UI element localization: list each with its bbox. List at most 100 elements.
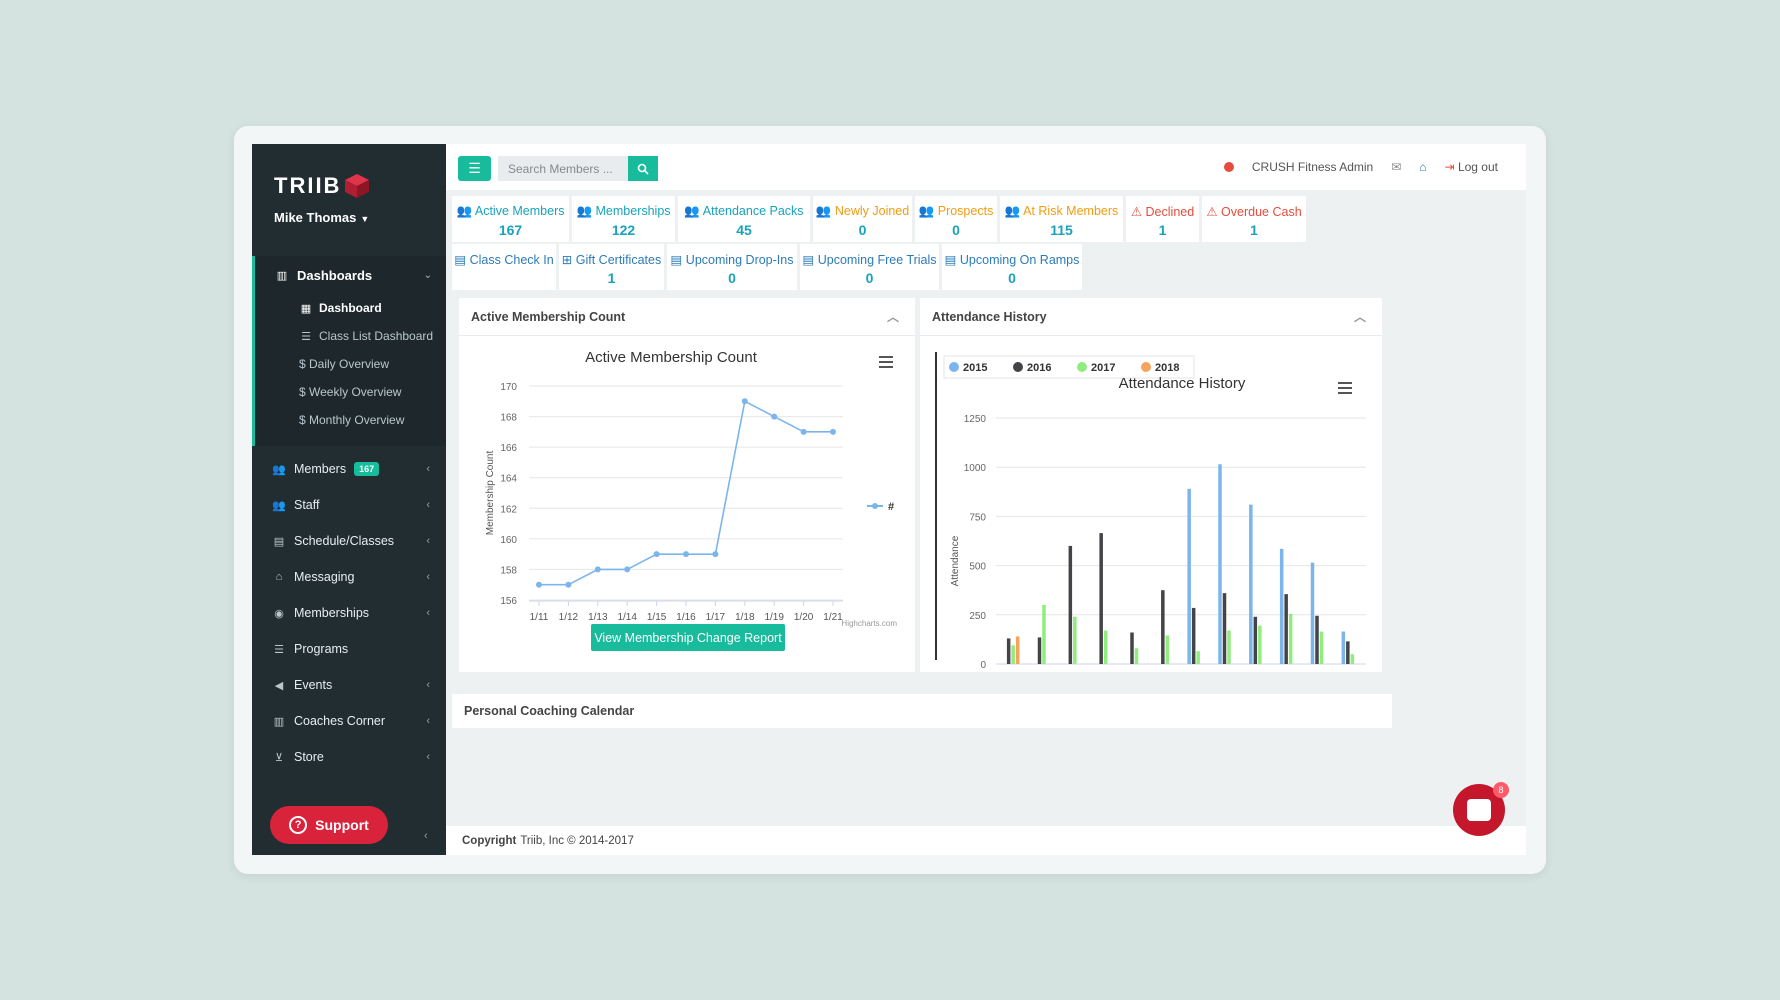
- stat-label-text: Gift Certificates: [575, 253, 662, 267]
- chat-launcher-button[interactable]: 8: [1453, 782, 1509, 836]
- users-icon: 👥: [918, 204, 935, 218]
- stat-upcoming-drop-ins[interactable]: ▤ Upcoming Drop-Ins 0: [667, 244, 797, 290]
- sub-item-weekly-overview[interactable]: $ Weekly Overview: [255, 378, 446, 406]
- users-icon: 👥: [272, 463, 286, 476]
- menu-line: [1338, 387, 1352, 389]
- nav-staff[interactable]: 👥 Staff ‹: [252, 485, 446, 525]
- sub-item-label: $ Daily Overview: [299, 357, 390, 371]
- nav-messaging[interactable]: ⌂ Messaging ‹: [252, 557, 446, 597]
- bar: [1222, 593, 1227, 664]
- sub-item-monthly-overview[interactable]: $ Monthly Overview: [255, 406, 446, 434]
- panel-title: Personal Coaching Calendar: [464, 704, 635, 718]
- x-tick-label: 1/21: [823, 612, 843, 623]
- nav-store[interactable]: ⊻ Store ‹: [252, 737, 446, 777]
- sub-item-label: $ Weekly Overview: [299, 385, 402, 399]
- stat-memberships[interactable]: 👥 Memberships 122: [572, 196, 675, 242]
- menu-toggle-button[interactable]: ☰: [458, 156, 491, 181]
- bar: [1253, 616, 1258, 664]
- panel-title: Attendance History: [932, 309, 1047, 324]
- data-point: [536, 581, 542, 588]
- home-icon[interactable]: ⌂: [1419, 160, 1427, 174]
- nav-memberships[interactable]: ◉ Memberships ‹: [252, 593, 446, 633]
- stat-active-members[interactable]: 👥 Active Members 167: [452, 196, 569, 242]
- stat-attendance-packs[interactable]: 👥 Attendance Packs 45: [678, 196, 810, 242]
- membership-line-chart: Active Membership Count 156 158 160 162 164 16…: [485, 349, 897, 628]
- stat-overdue-cash[interactable]: ⚠ Overdue Cash 1: [1202, 196, 1306, 242]
- bullhorn-icon: ◀: [274, 679, 284, 692]
- calendar-icon: ▤: [944, 253, 957, 267]
- logout-link[interactable]: ⇥ Log out: [1445, 160, 1498, 174]
- sub-item-class-list-dashboard[interactable]: ☰ Class List Dashboard: [255, 322, 446, 350]
- stat-declined[interactable]: ⚠ Declined 1: [1126, 196, 1199, 242]
- view-membership-change-report-button[interactable]: View Membership Change Report: [591, 624, 785, 651]
- stat-class-check-in[interactable]: ▤ Class Check In: [452, 244, 556, 290]
- brand-logo[interactable]: TRIIB: [274, 172, 371, 200]
- calendar-icon: ▤: [802, 253, 815, 267]
- y-axis-label: Attendance: [950, 535, 961, 586]
- nav-schedule-classes[interactable]: ▤ Schedule/Classes ‹: [252, 521, 446, 561]
- y-tick-label: 250: [969, 611, 986, 622]
- hamburger-icon: ☰: [468, 160, 481, 176]
- stat-at-risk-members[interactable]: 👥 At Risk Members 115: [1000, 196, 1123, 242]
- chat-unread-badge: 8: [1493, 782, 1509, 798]
- x-tick-label: 1/19: [764, 612, 784, 623]
- legend-label: 2016: [1027, 362, 1051, 374]
- calendar-icon: ▤: [273, 535, 285, 548]
- support-button[interactable]: ? Support: [270, 806, 388, 844]
- stat-prospects[interactable]: 👥 Prospects 0: [915, 196, 997, 242]
- x-tick-label: 1/18: [735, 612, 755, 623]
- stat-label-text: Class Check In: [469, 253, 554, 267]
- x-tick-label: 1/11: [530, 612, 549, 623]
- members-count-badge: 167: [354, 462, 380, 476]
- chart-menu-icon[interactable]: [1338, 382, 1352, 394]
- data-point: [712, 551, 719, 558]
- support-label: Support: [315, 817, 369, 833]
- stat-label-text: Newly Joined: [834, 204, 910, 218]
- x-tick-label: 1/15: [647, 612, 667, 623]
- user-menu[interactable]: Mike Thomas ▼: [274, 210, 369, 225]
- series-line: [539, 400, 833, 586]
- y-axis-label: Membership Count: [485, 451, 496, 536]
- stat-label-text: Upcoming On Ramps: [959, 253, 1080, 267]
- inbox-icon: ⌂: [275, 571, 283, 583]
- stat-upcoming-free-trials[interactable]: ▤ Upcoming Free Trials 0: [800, 244, 939, 290]
- y-tick-label: 160: [500, 535, 517, 546]
- legend-box: [943, 355, 1195, 379]
- stat-gift-certificates[interactable]: ⊞ Gift Certificates 1: [559, 244, 664, 290]
- users-icon: 👥: [1004, 204, 1021, 218]
- nav-label: Staff: [294, 498, 320, 512]
- users-icon: 👥: [272, 499, 286, 512]
- bar-chart-icon: ▥: [273, 715, 285, 728]
- nav-group-dashboards: ▥ Dashboards ⌄ ▦ Dashboard ☰ Class List …: [252, 256, 446, 446]
- nav-coaches-corner[interactable]: ▥ Coaches Corner ‹: [252, 701, 446, 741]
- chevron-up-icon[interactable]: ︿: [886, 310, 899, 324]
- nav-events[interactable]: ◀ Events ‹: [252, 665, 446, 705]
- nav-dashboards[interactable]: ▥ Dashboards ⌄: [255, 256, 446, 294]
- envelope-icon[interactable]: ✉: [1391, 160, 1402, 174]
- stat-newly-joined[interactable]: 👥 Newly Joined 0: [813, 196, 912, 242]
- nav-label: Messaging: [294, 570, 355, 584]
- nav-members[interactable]: 👥 Members 167 ‹: [252, 449, 446, 489]
- notification-icon[interactable]: [1223, 162, 1234, 172]
- sub-item-daily-overview[interactable]: $ Daily Overview: [255, 350, 446, 378]
- data-point: [624, 566, 631, 573]
- bar: [1196, 651, 1200, 664]
- y-tick-label: 1250: [964, 414, 987, 425]
- sub-item-dashboard[interactable]: ▦ Dashboard: [255, 294, 446, 322]
- chart-menu-icon[interactable]: [879, 356, 893, 368]
- x-tick-label: 1/14: [617, 612, 637, 623]
- search-button[interactable]: [628, 156, 658, 181]
- stat-value: 122: [611, 222, 636, 238]
- y-tick-label: 0: [980, 660, 986, 668]
- stat-value: 0: [1008, 270, 1016, 286]
- chevron-left-icon: ‹: [426, 679, 430, 691]
- chevron-left-icon: ‹: [426, 463, 430, 475]
- stat-label-text: Declined: [1145, 205, 1195, 219]
- panel-active-membership-count: Active Membership Count ︿ Active Members…: [459, 298, 915, 672]
- chevron-up-icon[interactable]: ︿: [1353, 310, 1366, 324]
- org-name[interactable]: CRUSH Fitness Admin: [1251, 160, 1374, 174]
- search-input[interactable]: [498, 156, 628, 181]
- stat-upcoming-on-ramps[interactable]: ▤ Upcoming On Ramps 0: [942, 244, 1082, 290]
- nav-programs[interactable]: ☰ Programs: [252, 629, 446, 669]
- panel-attendance-history: Attendance History ︿ 2015 2016 2017 2018 Att…: [920, 298, 1382, 672]
